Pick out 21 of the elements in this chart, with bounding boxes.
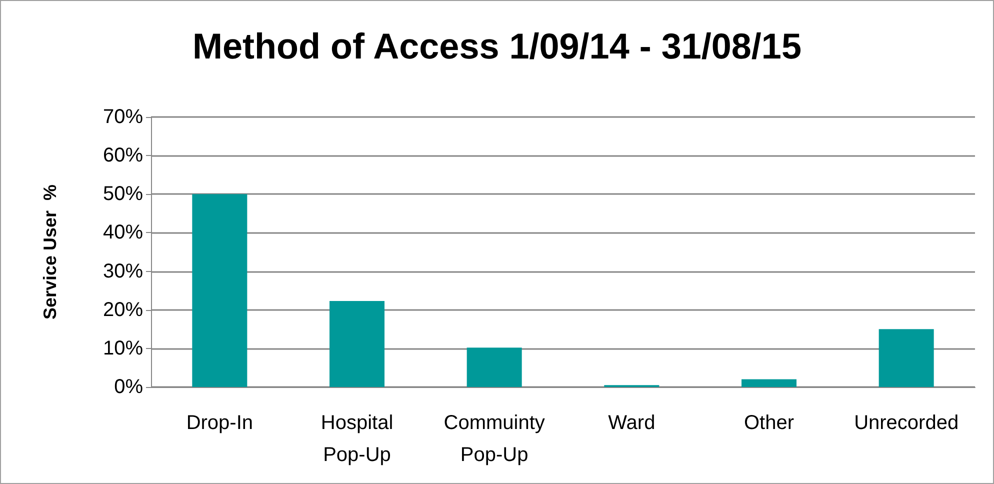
y-tick-label: 50% [102, 183, 144, 206]
y-axis-title: Service User % [40, 184, 60, 320]
bar [192, 194, 248, 387]
y-tick-label: 60% [102, 144, 144, 167]
y-tick-label: 20% [102, 298, 144, 321]
x-tick-label: Unrecorded [854, 412, 959, 434]
x-tick-label: Ward [608, 412, 656, 434]
y-tick-label: 0% [114, 376, 144, 398]
x-tick-label: Hospital Pop-Up [320, 412, 394, 466]
bar [742, 379, 796, 387]
y-tick-label: 10% [102, 337, 144, 360]
x-tick-label: Drop-In [186, 412, 254, 434]
chart-title: Method of Access 1/09/14 - 31/08/15 [192, 26, 802, 66]
x-tick-label: Commuinty Pop-Up [444, 412, 545, 466]
y-tick-label: 40% [102, 222, 144, 244]
bar [330, 300, 384, 387]
bar [878, 329, 934, 387]
y-tick-label: 70% [102, 106, 144, 128]
y-tick-label: 30% [102, 260, 144, 282]
x-tick-label: Other [744, 412, 794, 434]
bar [466, 348, 522, 387]
